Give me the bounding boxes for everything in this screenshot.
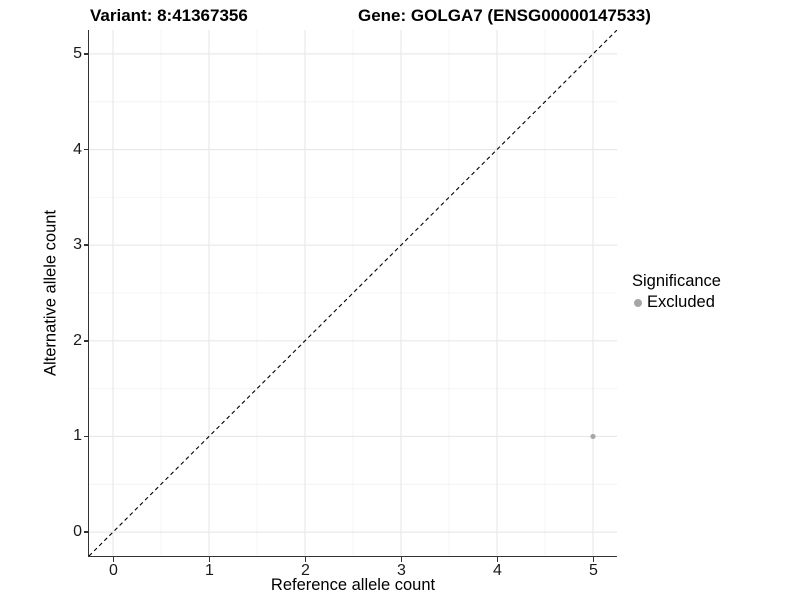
identity-reference-line (89, 30, 617, 556)
y-axis-tick (83, 148, 88, 151)
x-tick-label: 3 (397, 562, 406, 579)
y-axis-tick (83, 244, 88, 246)
x-axis-tick (208, 557, 211, 562)
x-tick-label: 0 (109, 562, 118, 579)
plot-canvas (89, 30, 617, 556)
data-point (590, 433, 596, 440)
x-tick-label: 1 (205, 562, 214, 579)
y-tick-label: 5 (73, 44, 82, 62)
x-tick-label: 4 (493, 562, 502, 579)
gene-title: Gene: GOLGA7 (ENSG00000147533) (358, 6, 651, 25)
y-axis-tick (83, 53, 88, 55)
legend-title: Significance (632, 272, 721, 290)
x-axis-label: Reference allele count (270, 576, 436, 594)
legend-point-icon (634, 298, 642, 307)
y-tick-label: 1 (73, 427, 82, 445)
y-axis-tick (83, 340, 88, 342)
x-tick-label: 5 (589, 562, 598, 579)
y-axis-tick (83, 531, 88, 533)
legend-entry-label: Excluded (647, 293, 715, 311)
y-axis-label: Alternative allele count (41, 209, 60, 377)
x-axis-tick (496, 557, 499, 562)
legend-entry: Excluded (632, 293, 721, 312)
x-axis-tick (592, 557, 595, 562)
y-tick-label: 3 (73, 236, 82, 254)
x-axis-tick (400, 557, 403, 562)
legend: Significance Excluded (632, 272, 721, 312)
y-tick-label: 2 (73, 331, 82, 349)
x-axis-tick (112, 557, 115, 562)
y-tick-label: 0 (73, 523, 82, 541)
x-axis-tick (304, 557, 307, 562)
y-axis-tick (83, 435, 88, 438)
variant-title: Variant: 8:41367356 (90, 6, 248, 25)
y-tick-label: 4 (73, 140, 82, 158)
plot-panel (88, 30, 617, 557)
x-tick-label: 2 (301, 562, 310, 579)
